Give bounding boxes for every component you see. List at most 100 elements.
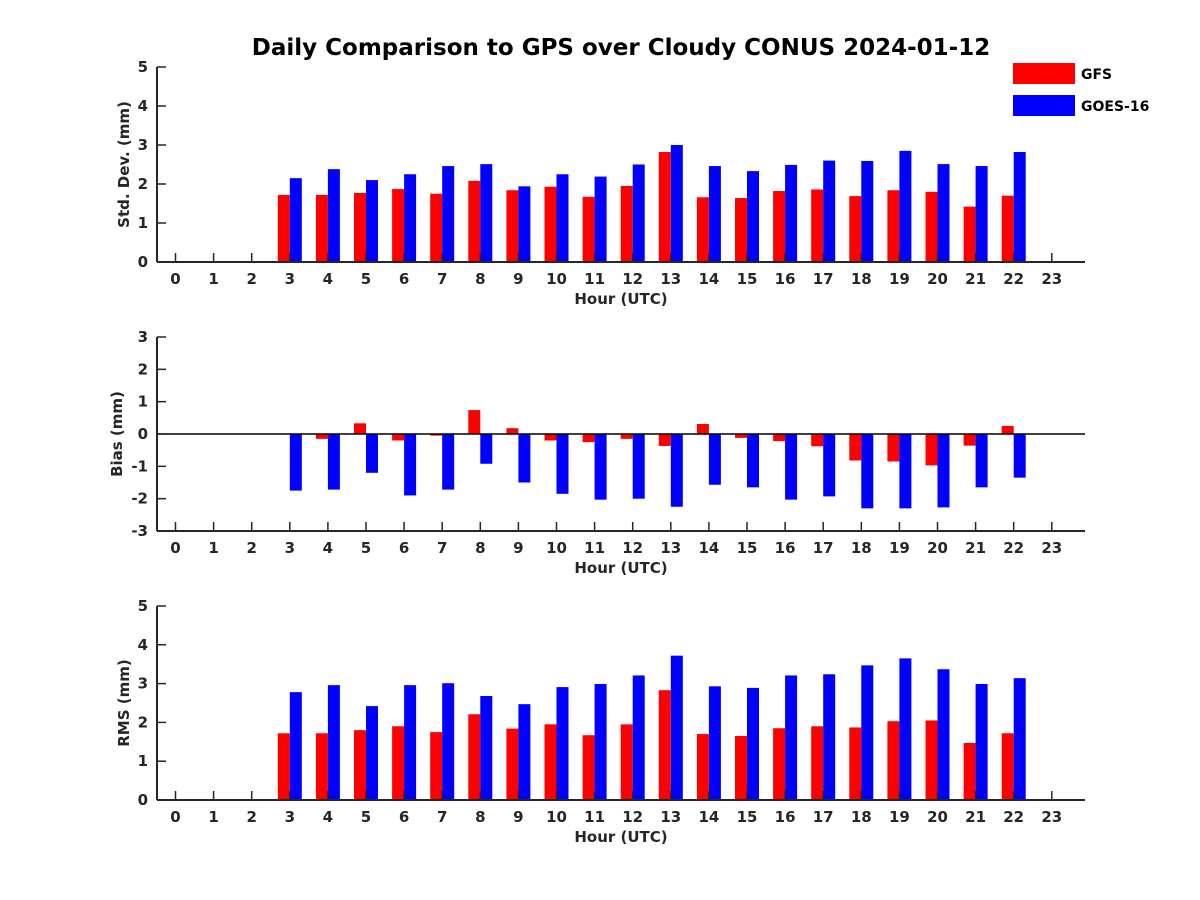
x-axis-label: Hour (UTC) — [574, 559, 667, 577]
bar-gfs-hour-3 — [277, 733, 290, 800]
bar-goes16-hour-20 — [937, 669, 950, 800]
bar-goes16-hour-16 — [785, 675, 798, 800]
bar-gfs-hour-16 — [773, 434, 786, 442]
bar-goes16-hour-5 — [366, 434, 378, 473]
bar-gfs-hour-19 — [887, 190, 900, 262]
x-tick-label: 7 — [437, 808, 447, 826]
x-tick-label: 22 — [1003, 270, 1024, 288]
bar-gfs-hour-16 — [773, 728, 786, 800]
bar-goes16-hour-13 — [670, 434, 683, 507]
x-axis-label: Hour (UTC) — [574, 290, 667, 308]
x-tick-label: 16 — [775, 270, 796, 288]
x-tick-label: 18 — [851, 270, 872, 288]
bar-gfs-hour-18 — [849, 196, 862, 262]
x-tick-label: 8 — [475, 270, 485, 288]
y-tick-label: 1 — [138, 752, 148, 770]
x-tick-label: 11 — [584, 808, 605, 826]
bar-gfs-hour-8 — [468, 410, 481, 434]
bar-goes16-hour-19 — [899, 658, 912, 800]
bar-goes16-hour-10 — [556, 174, 569, 262]
bar-gfs-hour-19 — [887, 721, 900, 800]
bar-gfs-hour-4 — [315, 194, 328, 262]
bar-goes16-hour-13 — [670, 145, 683, 262]
y-tick-label: 3 — [138, 136, 148, 154]
bar-gfs-hour-10 — [544, 724, 557, 800]
x-tick-label: 9 — [513, 270, 523, 288]
bar-gfs-hour-6 — [392, 434, 405, 441]
y-tick-label: 3 — [138, 675, 148, 693]
x-tick-label: 0 — [170, 270, 180, 288]
bar-goes16-hour-12 — [632, 434, 645, 499]
legend-swatch-goes16 — [1013, 95, 1075, 116]
x-tick-label: 23 — [1041, 539, 1062, 557]
bar-goes16-hour-8 — [480, 164, 493, 262]
bar-goes16-hour-13 — [670, 655, 683, 800]
bar-goes16-hour-22 — [1013, 678, 1026, 800]
bar-goes16-hour-6 — [404, 685, 417, 800]
y-tick-label: 3 — [138, 328, 148, 346]
x-tick-label: 8 — [475, 808, 485, 826]
x-tick-label: 8 — [475, 539, 485, 557]
bar-goes16-hour-4 — [327, 434, 340, 490]
x-tick-label: 19 — [889, 270, 910, 288]
bar-goes16-hour-16 — [785, 164, 798, 262]
bar-goes16-hour-3 — [289, 692, 302, 800]
y-tick-label: -3 — [131, 522, 148, 540]
y-tick-label: 2 — [138, 713, 148, 731]
bar-gfs-hour-9 — [506, 728, 519, 800]
x-tick-label: 15 — [737, 270, 758, 288]
bar-goes16-hour-11 — [594, 683, 607, 800]
bar-gfs-hour-7 — [430, 193, 443, 262]
bar-gfs-hour-9 — [506, 428, 519, 434]
x-tick-label: 23 — [1041, 270, 1062, 288]
bar-gfs-hour-8 — [468, 180, 481, 262]
bar-goes16-hour-18 — [861, 434, 874, 509]
bar-gfs-hour-22 — [1001, 195, 1014, 262]
x-tick-label: 3 — [285, 270, 295, 288]
bar-gfs-hour-14 — [696, 734, 709, 800]
y-tick-label: 5 — [138, 597, 148, 615]
bar-gfs-hour-9 — [506, 190, 519, 262]
x-tick-label: 18 — [851, 808, 872, 826]
x-tick-label: 17 — [813, 808, 834, 826]
x-tick-label: 15 — [737, 539, 758, 557]
bar-gfs-hour-14 — [696, 197, 709, 262]
bar-goes16-hour-14 — [708, 166, 721, 262]
bar-goes16-hour-7 — [442, 683, 455, 800]
x-tick-label: 21 — [965, 270, 986, 288]
bar-gfs-hour-3 — [277, 194, 290, 262]
x-tick-label: 6 — [399, 808, 409, 826]
bar-gfs-hour-15 — [735, 735, 747, 800]
x-tick-label: 9 — [513, 808, 523, 826]
bar-gfs-hour-20 — [925, 434, 938, 466]
x-tick-label: 1 — [208, 270, 218, 288]
bar-gfs-hour-19 — [887, 434, 900, 462]
y-tick-label: 4 — [138, 97, 148, 115]
x-tick-label: 22 — [1003, 808, 1024, 826]
bar-goes16-hour-5 — [366, 180, 378, 262]
bar-gfs-hour-6 — [392, 189, 405, 262]
x-tick-label: 0 — [170, 808, 180, 826]
bar-goes16-hour-18 — [861, 665, 874, 800]
x-tick-label: 22 — [1003, 539, 1024, 557]
bar-goes16-hour-4 — [327, 169, 340, 262]
x-tick-label: 20 — [927, 539, 948, 557]
bar-goes16-hour-9 — [518, 704, 531, 800]
bar-gfs-hour-10 — [544, 186, 557, 262]
x-tick-label: 10 — [546, 270, 567, 288]
bar-goes16-hour-22 — [1013, 152, 1026, 262]
bar-goes16-hour-19 — [899, 434, 912, 509]
x-tick-label: 9 — [513, 539, 523, 557]
bar-goes16-hour-11 — [594, 434, 607, 500]
bar-goes16-hour-8 — [480, 434, 493, 464]
bar-goes16-hour-14 — [708, 434, 721, 485]
y-tick-label: 4 — [138, 636, 148, 654]
bar-goes16-hour-15 — [747, 434, 759, 488]
bar-gfs-hour-7 — [430, 434, 443, 436]
bar-goes16-hour-17 — [823, 434, 836, 497]
y-tick-label: 0 — [138, 791, 148, 809]
bar-goes16-hour-14 — [708, 686, 721, 800]
x-tick-label: 4 — [323, 270, 333, 288]
